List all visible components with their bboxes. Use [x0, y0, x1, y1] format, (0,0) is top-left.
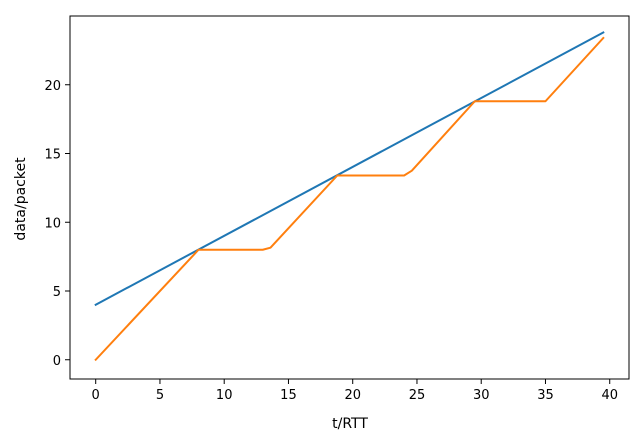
y-tick-label: 20	[44, 79, 61, 94]
x-tick-label: 40	[601, 388, 618, 403]
series-line-1	[94, 31, 605, 307]
y-tick-label: 15	[44, 148, 61, 163]
plot-frame	[69, 15, 630, 380]
series-line-2	[94, 36, 605, 362]
y-axis-label: data/packet	[13, 157, 29, 241]
y-ticks: 0 5 10 15 20	[44, 79, 70, 369]
x-tick-label: 20	[344, 388, 361, 403]
x-tick-label: 0	[92, 388, 100, 403]
x-tick-label: 25	[409, 388, 426, 403]
y-tick-label: 5	[53, 285, 61, 300]
x-tick-label: 15	[280, 388, 297, 403]
x-tick-label: 5	[156, 388, 164, 403]
x-tick-label: 30	[473, 388, 490, 403]
series-layer	[94, 31, 605, 362]
y-tick-label: 10	[44, 216, 61, 231]
axes-layer	[69, 15, 630, 380]
y-tick-label: 0	[53, 354, 61, 369]
x-ticks: 0 5 10 15 20 25 30 35 40	[92, 379, 618, 403]
x-axis-label: t/RTT	[332, 416, 368, 432]
x-tick-label: 10	[216, 388, 233, 403]
x-tick-label: 35	[537, 388, 554, 403]
